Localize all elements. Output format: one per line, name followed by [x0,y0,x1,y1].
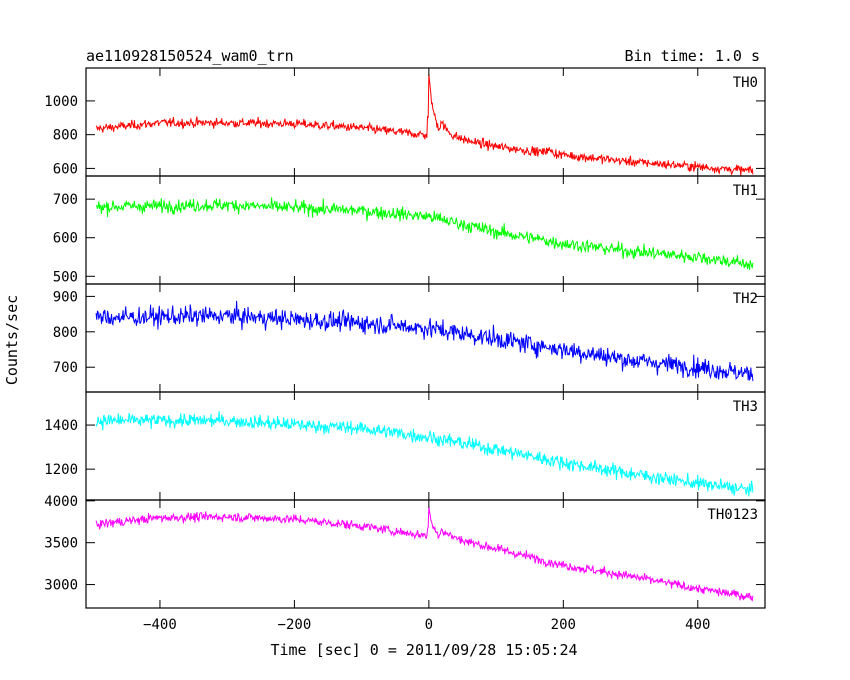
panels-layer: 600 800 1000 TH0 500 600 700 TH1 700 800 900 TH2 120… [44,67,766,609]
x-tick-label: 200 [551,617,576,633]
y-tick-label: 1400 [44,418,78,434]
panel-th1: 500 600 700 TH1 [53,175,766,285]
y-tick-label: 700 [53,192,78,208]
panel-name-label: TH3 [733,399,758,415]
y-axis-label: Counts/sec [3,295,21,385]
x-tick-label: 400 [685,617,710,633]
panel-name-label: TH1 [733,183,758,199]
panel-frame [85,499,766,609]
panel-frame [85,391,766,501]
x-axis-label: Time [sec] 0 = 2011/09/28 15:05:24 [270,641,577,659]
x-tick-label: −400 [143,617,177,633]
y-tick-label: 800 [53,325,78,341]
panel-th2: 700 800 900 TH2 [53,283,766,393]
panel-frame [85,283,766,393]
y-tick-label: 3000 [44,578,78,594]
panel-name-label: TH0 [733,75,758,91]
x-tick-label: −200 [278,617,312,633]
y-tick-label: 600 [53,231,78,247]
panel-name-label: TH0123 [707,507,758,523]
y-tick-label: 500 [53,269,78,285]
y-tick-label: 1200 [44,462,78,478]
bin-time-label: Bin time: 1.0 s [625,47,760,65]
panel-th3: 1200 1400 TH3 [44,391,766,501]
series-th0 [95,73,754,176]
series-th2 [95,300,754,382]
panel-th0123: 3000 3500 4000 TH0123 [44,494,766,609]
y-tick-label: 600 [53,161,78,177]
panel-frame [85,175,766,285]
series-th0123 [95,506,754,602]
series-th3 [95,411,754,497]
y-tick-label: 900 [53,289,78,305]
chart-title: ae110928150524_wam0_trn [86,47,294,65]
y-tick-label: 800 [53,128,78,144]
y-tick-label: 1000 [44,94,78,110]
y-tick-label: 700 [53,360,78,376]
x-tick-label: 0 [425,617,433,633]
panel-th0: 600 800 1000 TH0 [44,67,766,177]
y-tick-label: 4000 [44,494,78,510]
panel-name-label: TH2 [733,291,758,307]
x-axis: −400 −200 0 200 400 [143,617,710,633]
series-th1 [95,197,754,270]
y-tick-label: 3500 [44,536,78,552]
